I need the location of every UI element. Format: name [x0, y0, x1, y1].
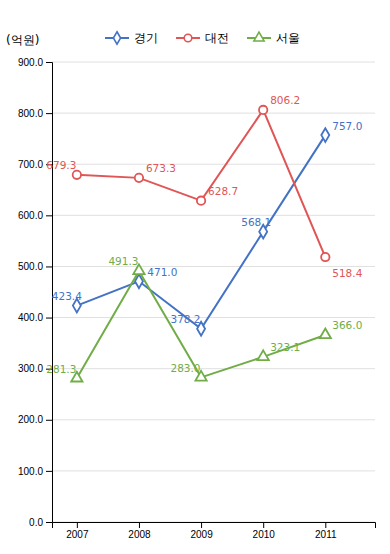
legend: 경기 대전 서울 [105, 31, 300, 45]
y-tick-label: 600.0 [18, 210, 43, 221]
grid-line [52, 164, 375, 165]
data-label: 283.0 [170, 362, 200, 374]
y-tick-label: 200.0 [18, 414, 43, 425]
y-tick-label: 300.0 [18, 363, 43, 374]
data-label: 491.3 [108, 255, 138, 267]
x-tick-mark [263, 522, 264, 528]
legend-label: 경기 [134, 31, 158, 45]
y-tick: 0.0 [29, 517, 52, 528]
grid-line [52, 317, 375, 318]
x-axis-line [53, 523, 376, 529]
point [321, 253, 329, 261]
grid-line [52, 113, 375, 114]
y-tick-label: 0.0 [29, 517, 43, 528]
plot: 2007 2008 2009 2010 2011 0.0 100.0 200.0 300.0 40… [18, 57, 376, 540]
x-tick: 2008 [128, 522, 151, 540]
x-tick-label: 2010 [253, 529, 276, 540]
data-label: 471.0 [147, 266, 177, 278]
y-tick-mark [46, 62, 52, 63]
data-label: 757.0 [332, 120, 362, 132]
y-tick: 500.0 [18, 261, 52, 272]
x-tick-label: 2008 [128, 529, 151, 540]
y-tick-mark [46, 113, 52, 114]
legend-item: 서울 [247, 31, 300, 45]
data-label: 378.2 [170, 313, 200, 325]
point [259, 106, 267, 114]
legend-symbol [184, 34, 192, 42]
grid-line [52, 266, 375, 267]
legend-item: 대전 [176, 31, 229, 45]
point [135, 174, 143, 182]
legend-symbol [113, 32, 120, 44]
y-tick-mark [46, 420, 52, 421]
legend-item: 경기 [105, 31, 158, 45]
y-tick-mark [46, 522, 52, 523]
x-tick-label: 2007 [66, 529, 89, 540]
y-axis: 0.0 100.0 200.0 300.0 400.0 500.0 600.0 700.0 80… [18, 57, 53, 528]
marks [71, 106, 331, 382]
data-label: 806.2 [270, 94, 300, 106]
legend-label: 대전 [205, 31, 229, 45]
data-label: 423.4 [52, 290, 82, 302]
x-tick-mark [77, 522, 78, 528]
grid-line [52, 62, 375, 63]
point [73, 171, 81, 179]
y-tick-label: 800.0 [18, 108, 43, 119]
x-tick: 2009 [190, 522, 213, 540]
x-tick-mark [201, 522, 202, 528]
grid-line [52, 419, 375, 420]
data-label: 366.0 [332, 319, 362, 331]
data-label: 628.7 [208, 185, 238, 197]
x-tick: 2011 [315, 522, 337, 540]
y-tick-label: 100.0 [18, 466, 43, 477]
data-label: 281.3 [46, 363, 76, 375]
x-tick-mark [139, 522, 140, 528]
x-tick: 2010 [253, 522, 276, 540]
data-label: 568.1 [241, 216, 271, 228]
y-tick-label: 900.0 [18, 57, 43, 68]
grid-line [52, 215, 375, 216]
x-axis: 2007 2008 2009 2010 2011 [53, 522, 376, 540]
series-line [77, 135, 325, 329]
y-tick-mark [46, 215, 52, 216]
x-tick-mark [325, 522, 326, 528]
y-tick-label: 400.0 [18, 312, 43, 323]
data-labels: 423.4 471.0 378.2 568.1 757.0 679.3 673.3 628.7… [46, 94, 362, 374]
data-label: 673.3 [146, 162, 176, 174]
point [258, 350, 269, 360]
x-tick-label: 2009 [190, 529, 213, 540]
point [321, 128, 329, 142]
point [197, 196, 205, 204]
y-tick: 400.0 [18, 312, 52, 323]
y-tick-mark [46, 318, 52, 319]
series-line [77, 110, 325, 257]
grid-line [52, 368, 375, 369]
y-tick: 900.0 [18, 57, 52, 68]
y-tick-mark [46, 266, 52, 267]
series-line [77, 271, 325, 378]
data-label: 679.3 [46, 159, 76, 171]
y-tick: 200.0 [18, 414, 52, 425]
y-tick: 600.0 [18, 210, 52, 221]
legend-label: 서울 [276, 31, 300, 45]
y-axis-label: (억원) [6, 33, 39, 47]
point [320, 328, 331, 338]
x-tick: 2007 [66, 522, 89, 540]
chart: 2007 2008 2009 2010 2011 0.0 100.0 200.0 300.0 40… [0, 0, 390, 554]
y-tick: 100.0 [18, 466, 52, 477]
y-tick-mark [46, 471, 52, 472]
y-tick-label: 700.0 [18, 159, 43, 170]
y-tick: 800.0 [18, 108, 52, 119]
grid-line [52, 470, 375, 471]
data-label: 518.4 [332, 267, 362, 279]
y-tick-label: 500.0 [18, 261, 43, 272]
grid [52, 62, 375, 522]
x-tick-label: 2011 [315, 529, 337, 540]
data-label: 323.1 [270, 341, 300, 353]
legend-symbol [254, 32, 264, 41]
